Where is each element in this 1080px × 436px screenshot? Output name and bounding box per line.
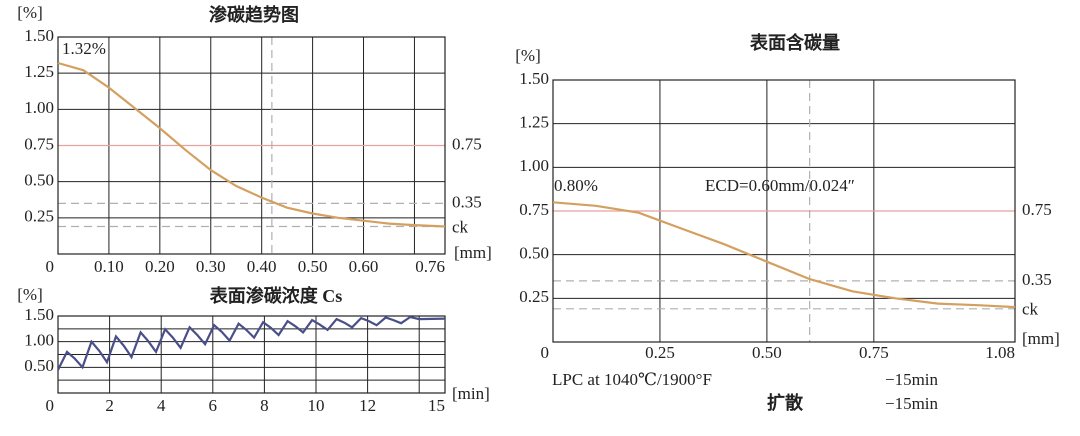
annotation: 0.80% xyxy=(554,176,598,195)
footer-text: −15min xyxy=(885,370,939,389)
x-tick-label: 0 xyxy=(541,343,550,362)
x-tick-label: 15 xyxy=(428,396,445,415)
x-tick-label: 0 xyxy=(46,257,55,276)
chart-title: 表面含碳量 xyxy=(750,32,840,53)
y-tick-label: 1.50 xyxy=(519,69,549,88)
footer-text: LPC at 1040℃/1900°F xyxy=(552,370,712,389)
x-tick-label: 12 xyxy=(359,396,376,415)
data-line xyxy=(552,201,1016,309)
chart-title: 表面渗碳浓度 Cs xyxy=(210,285,343,306)
x-tick-label: 0.30 xyxy=(196,257,226,276)
y-tick-label: 1.00 xyxy=(24,331,54,350)
plot-frame xyxy=(57,315,446,394)
x-tick-label: 10 xyxy=(308,396,325,415)
y-tick-label: 0.25 xyxy=(24,207,54,226)
y-tick-label: 1.50 xyxy=(24,26,54,45)
x-unit: [mm] xyxy=(1022,329,1060,348)
x-tick-label: 0.10 xyxy=(94,257,124,276)
y-tick-label: 0.75 xyxy=(24,134,54,153)
y-tick-label: 0.25 xyxy=(519,287,549,306)
y-tick-label: 1.50 xyxy=(24,305,54,324)
x-tick-label: 1.08 xyxy=(985,343,1015,362)
y-tick-label: 0.75 xyxy=(519,200,549,219)
reference-label: 0.75 xyxy=(1022,200,1052,219)
reference-label: ck xyxy=(1022,300,1039,319)
reference-label: 0.35 xyxy=(1022,270,1052,289)
x-tick-label: 2 xyxy=(105,396,114,415)
x-tick-label: 8 xyxy=(260,396,269,415)
reference-label: 0.75 xyxy=(452,134,482,153)
x-unit: [min] xyxy=(452,384,490,403)
x-tick-label: 0.40 xyxy=(247,257,277,276)
chart-title: 渗碳趋势图 xyxy=(209,4,299,25)
x-tick-label: 0 xyxy=(46,396,55,415)
footer-text: −15min xyxy=(885,394,939,413)
y-tick-label: 0.50 xyxy=(519,244,549,263)
y-unit: [%] xyxy=(17,3,42,22)
x-tick-label: 0.75 xyxy=(859,343,889,362)
data-line xyxy=(57,61,446,228)
y-tick-label: 1.25 xyxy=(519,113,549,132)
x-tick-label: 4 xyxy=(157,396,166,415)
y-tick-label: 0.50 xyxy=(24,356,54,375)
x-tick-label: 0.50 xyxy=(752,343,782,362)
x-unit: [mm] xyxy=(454,243,492,262)
y-unit: [%] xyxy=(17,285,42,304)
data-line xyxy=(57,315,446,371)
x-tick-label: 6 xyxy=(209,396,218,415)
footer-text: 扩散 xyxy=(767,392,804,413)
y-tick-label: 1.25 xyxy=(24,62,54,81)
plot-frame xyxy=(552,79,1016,343)
annotation: ECD=0.60mm/0.024″ xyxy=(705,176,855,195)
y-tick-label: 1.00 xyxy=(519,156,549,175)
plot-frame xyxy=(57,36,446,255)
y-tick-label: 0.50 xyxy=(24,171,54,190)
x-tick-label: 0.20 xyxy=(145,257,175,276)
x-tick-label: 0.76 xyxy=(415,257,445,276)
annotation: 1.32% xyxy=(62,39,106,58)
y-tick-label: 1.00 xyxy=(24,98,54,117)
x-tick-label: 0.60 xyxy=(349,257,379,276)
reference-label: ck xyxy=(452,217,469,236)
y-unit: [%] xyxy=(515,46,540,65)
x-tick-label: 0.25 xyxy=(645,343,675,362)
reference-label: 0.35 xyxy=(452,192,482,211)
x-tick-label: 0.50 xyxy=(298,257,328,276)
